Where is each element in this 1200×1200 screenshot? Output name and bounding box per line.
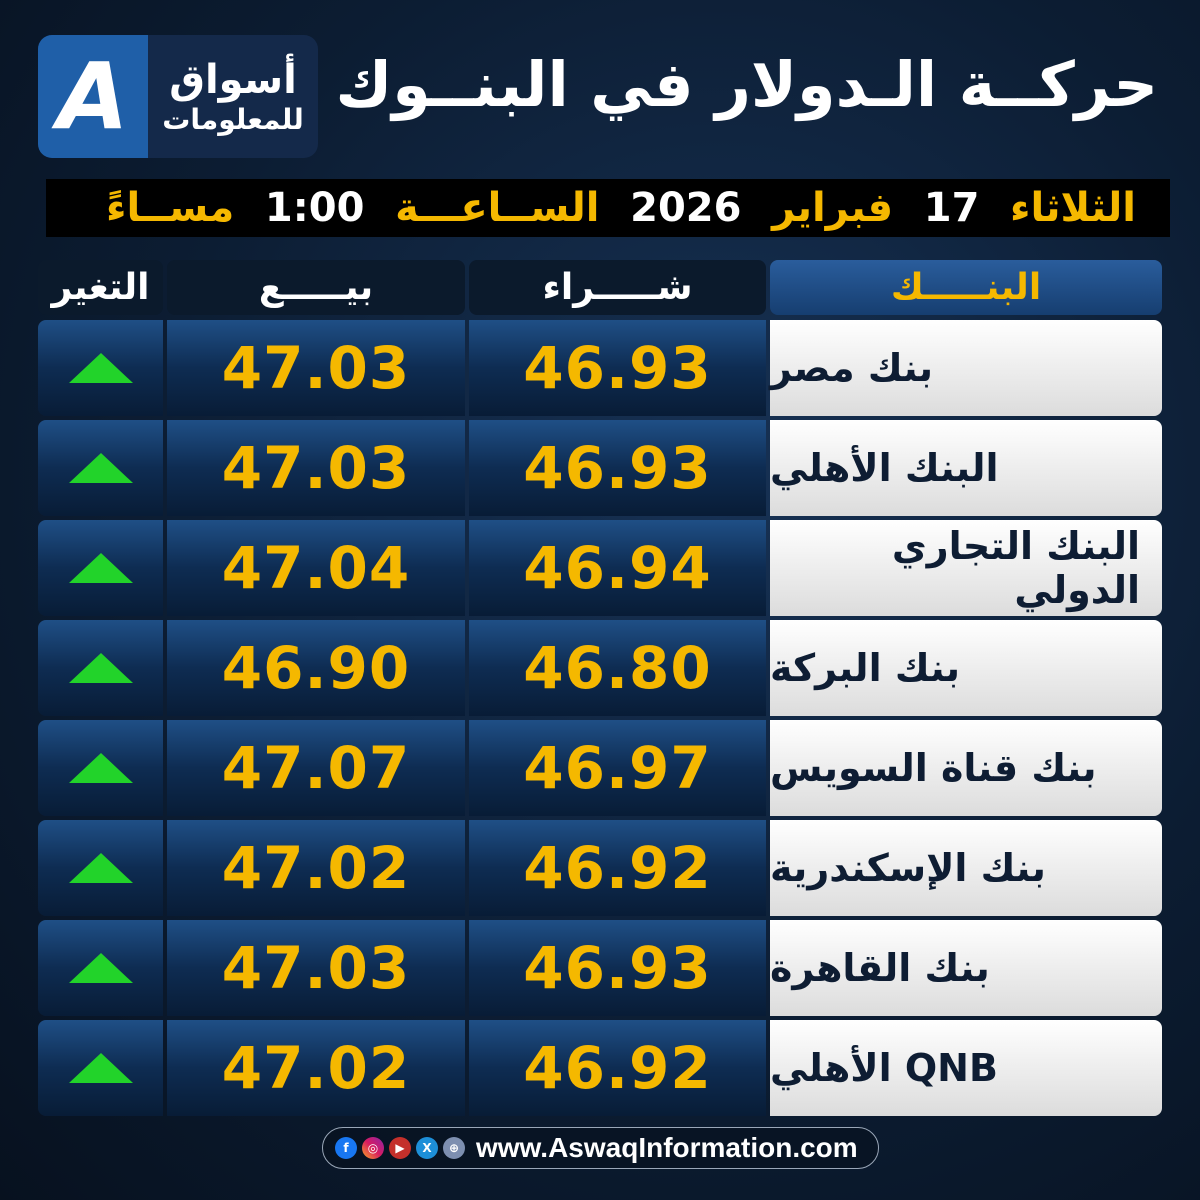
bank-name: البنك الأهلي [770, 420, 1162, 516]
buy-price: 46.92 [523, 1034, 712, 1102]
instagram-icon[interactable]: ◎ [362, 1137, 384, 1159]
sell-cell: 47.03 [167, 420, 465, 516]
sell-price: 46.90 [221, 634, 411, 702]
change-cell [38, 520, 163, 616]
header-buy: شـــــراء [469, 260, 766, 315]
month: فبراير [772, 185, 894, 231]
header-change: التغير [38, 260, 163, 315]
table-row: 47.04 46.94 البنك التجاري الدولي [38, 520, 1162, 616]
year: 2026 [630, 185, 742, 231]
footer: f ◎ ▶ X ⊕ www.AswaqInformation.com [322, 1127, 879, 1169]
table-row: 47.02 46.92 QNB الأهلي [38, 1020, 1162, 1116]
facebook-icon[interactable]: f [335, 1137, 357, 1159]
sell-price: 47.03 [221, 934, 411, 1002]
arrow-up-icon [68, 1053, 133, 1083]
globe-icon[interactable]: ⊕ [443, 1137, 465, 1159]
buy-price: 46.94 [523, 534, 712, 602]
sell-cell: 47.07 [167, 720, 465, 816]
header-bank: البنـــــك [770, 260, 1162, 315]
change-cell [38, 320, 163, 416]
date: 17 [923, 185, 980, 231]
x-icon[interactable]: X [416, 1137, 438, 1159]
page-title: حركــة الـدولار في البنــوك [335, 48, 1158, 121]
buy-cell: 46.92 [469, 1020, 766, 1116]
logo-mark: A [38, 35, 148, 158]
arrow-up-icon [68, 353, 133, 383]
logo-line2: للمعلومات [162, 102, 304, 136]
bank-name: بنك قناة السويس [770, 720, 1162, 816]
sell-price: 47.02 [221, 1034, 411, 1102]
arrow-up-icon [68, 653, 133, 683]
buy-price: 46.80 [523, 634, 712, 702]
sell-cell: 47.02 [167, 1020, 465, 1116]
table-row: 46.90 46.80 بنك البركة [38, 620, 1162, 716]
buy-cell: 46.93 [469, 320, 766, 416]
arrow-up-icon [68, 453, 133, 483]
buy-price: 46.93 [523, 934, 712, 1002]
table-row: 47.03 46.93 البنك الأهلي [38, 420, 1162, 516]
header-sell: بيـــــع [167, 260, 465, 315]
change-cell [38, 920, 163, 1016]
bank-name: البنك التجاري الدولي [770, 520, 1162, 616]
arrow-up-icon [68, 953, 133, 983]
table-row: 47.07 46.97 بنك قناة السويس [38, 720, 1162, 816]
buy-price: 46.92 [523, 834, 712, 902]
sell-price: 47.03 [221, 434, 411, 502]
sell-cell: 47.03 [167, 920, 465, 1016]
sell-cell: 47.03 [167, 320, 465, 416]
arrow-up-icon [68, 553, 133, 583]
sell-price: 47.02 [221, 834, 411, 902]
buy-cell: 46.92 [469, 820, 766, 916]
change-cell [38, 420, 163, 516]
sell-price: 47.04 [221, 534, 411, 602]
period: مســاءً [106, 185, 235, 231]
table-row: 47.03 46.93 بنك مصر [38, 320, 1162, 416]
date-bar: الثلاثاء 17 فبراير 2026 الســاعـــة 1:00… [46, 179, 1170, 237]
buy-price: 46.93 [523, 334, 712, 402]
arrow-up-icon [68, 853, 133, 883]
bank-name: بنك القاهرة [770, 920, 1162, 1016]
table-row: 47.02 46.92 بنك الإسكندرية [38, 820, 1162, 916]
buy-cell: 46.93 [469, 420, 766, 516]
bank-name: QNB الأهلي [770, 1020, 1162, 1116]
arrow-up-icon [68, 753, 133, 783]
buy-price: 46.93 [523, 434, 712, 502]
table-row: 47.03 46.93 بنك القاهرة [38, 920, 1162, 1016]
bank-name: بنك مصر [770, 320, 1162, 416]
website-link[interactable]: www.AswaqInformation.com [476, 1132, 858, 1163]
sell-price: 47.03 [221, 334, 411, 402]
time-label: الســاعـــة [395, 185, 600, 231]
time: 1:00 [264, 185, 365, 231]
buy-cell: 46.80 [469, 620, 766, 716]
buy-cell: 46.97 [469, 720, 766, 816]
buy-cell: 46.94 [469, 520, 766, 616]
logo: A أسواق للمعلومات [38, 35, 318, 158]
change-cell [38, 620, 163, 716]
sell-cell: 46.90 [167, 620, 465, 716]
sell-cell: 47.02 [167, 820, 465, 916]
logo-line1: أسواق [169, 56, 297, 103]
bank-name: بنك الإسكندرية [770, 820, 1162, 916]
change-cell [38, 720, 163, 816]
sell-cell: 47.04 [167, 520, 465, 616]
day: الثلاثاء [1010, 185, 1136, 231]
bank-name: بنك البركة [770, 620, 1162, 716]
change-cell [38, 1020, 163, 1116]
change-cell [38, 820, 163, 916]
buy-cell: 46.93 [469, 920, 766, 1016]
sell-price: 47.07 [221, 734, 411, 802]
youtube-icon[interactable]: ▶ [389, 1137, 411, 1159]
buy-price: 46.97 [523, 734, 712, 802]
